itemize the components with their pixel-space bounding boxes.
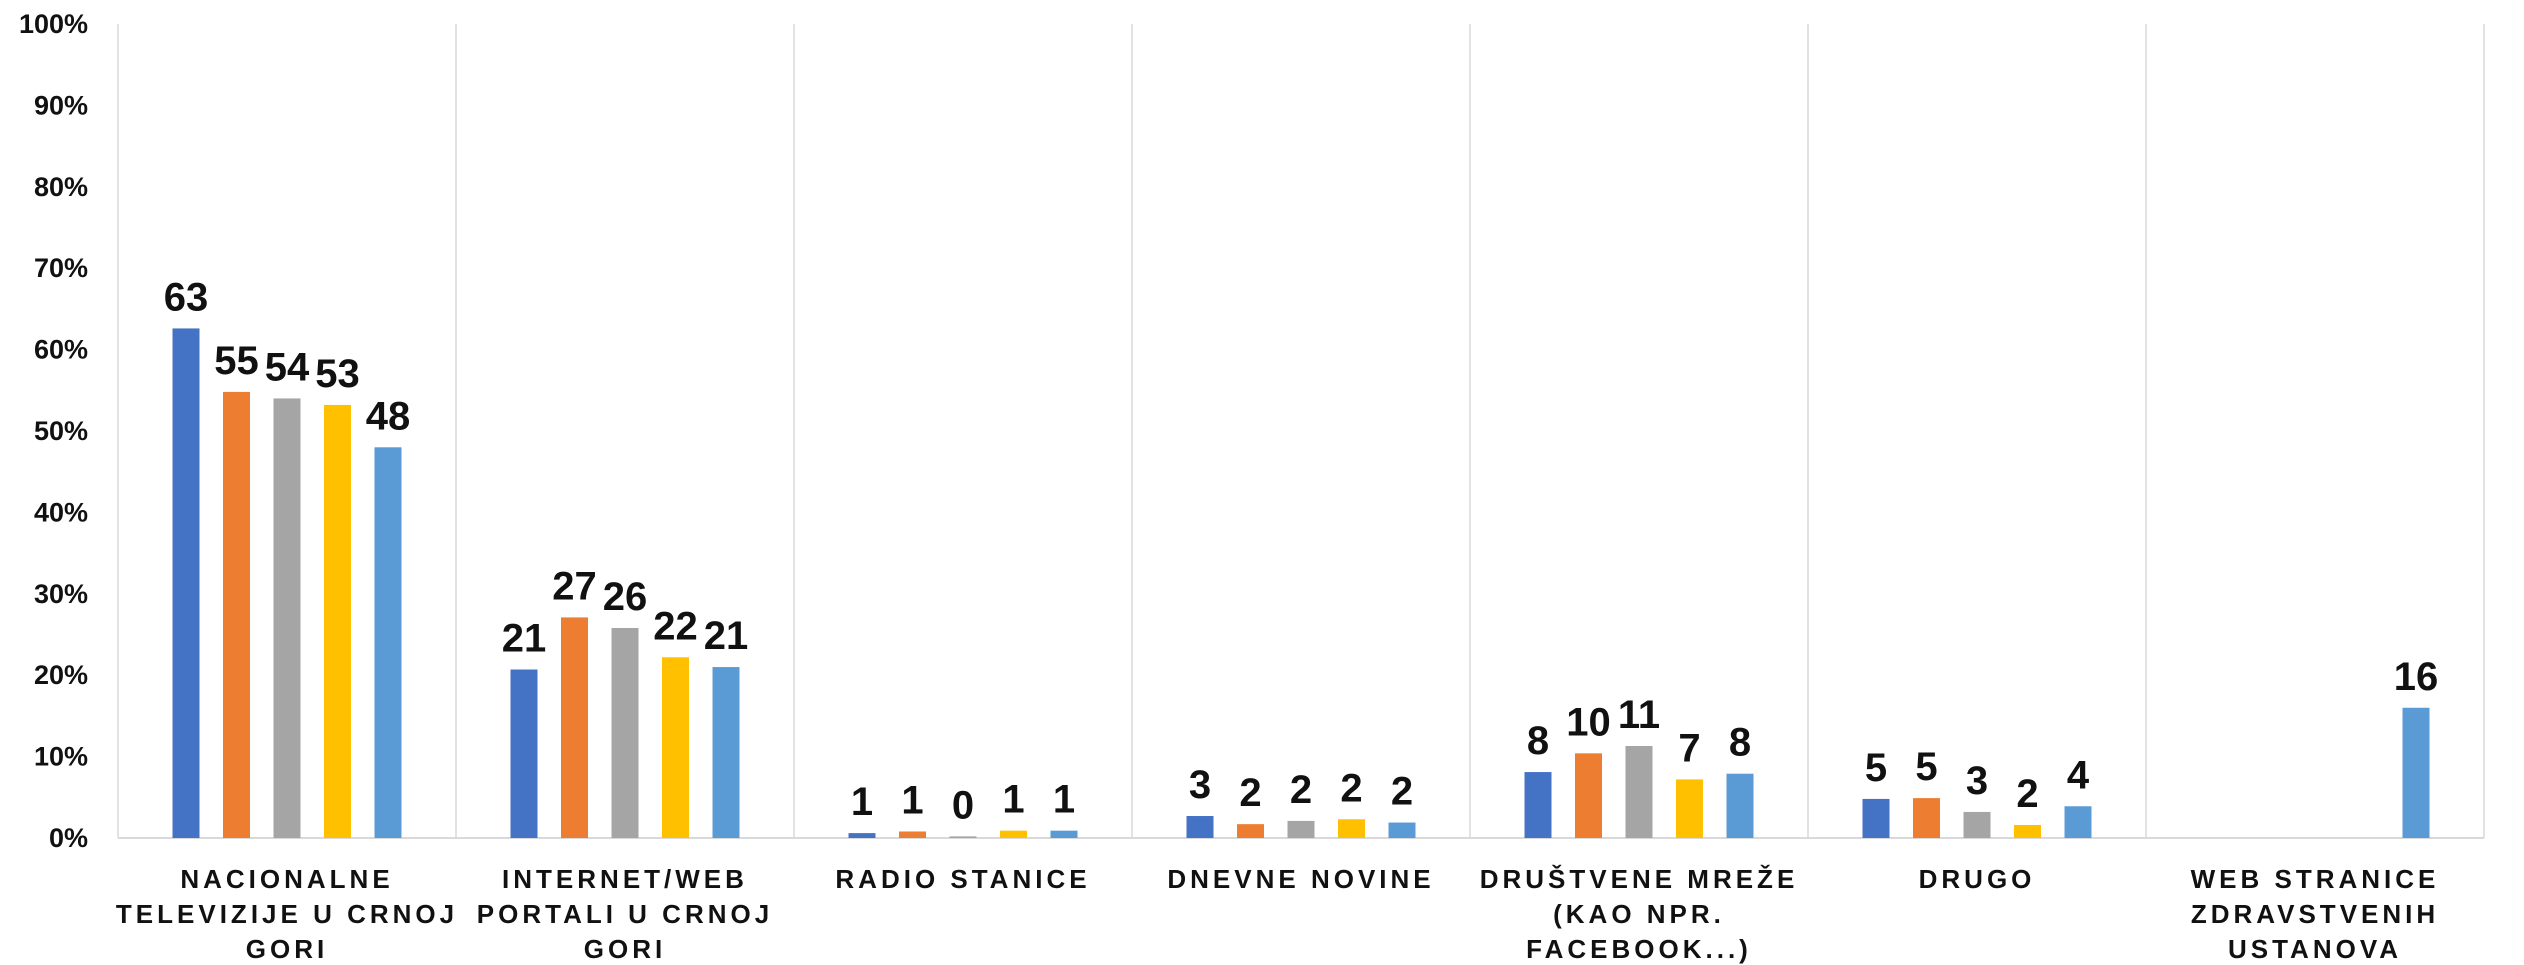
bar (1963, 811, 1991, 838)
data-label: 5 (1915, 745, 1937, 789)
x-axis: NACIONALNE TELEVIZIJE U CRNOJ GORI INTERNET… (116, 864, 2440, 964)
bar (1338, 819, 1365, 838)
data-label: 22 (653, 604, 698, 648)
y-tick-label: 40% (34, 497, 88, 527)
bar (611, 627, 639, 838)
data-label: 1 (901, 778, 923, 822)
bar (510, 669, 538, 838)
y-tick-label: 60% (34, 335, 88, 365)
bar (324, 404, 351, 838)
y-tick-label: 70% (34, 253, 88, 283)
category-label: GORI (246, 934, 328, 964)
data-label: 26 (603, 575, 648, 619)
bar (1676, 779, 1703, 838)
data-label: 2 (1340, 766, 1362, 810)
category-label: TELEVIZIJE U CRNOJ (116, 899, 458, 929)
data-label: 8 (1527, 719, 1549, 763)
data-label: 7 (1678, 726, 1700, 770)
bar (561, 617, 588, 838)
y-tick-label: 0% (49, 823, 88, 853)
data-label: 1 (1053, 778, 1075, 822)
data-label: 3 (1189, 763, 1211, 807)
data-label: 3 (1966, 759, 1988, 803)
y-axis: 0% 10% 20% 30% 40% 50% 60% 70% 80% 90% 100% (19, 9, 88, 853)
data-label: 55 (214, 339, 259, 383)
data-label: 54 (265, 345, 310, 389)
data-label: 4 (2067, 753, 2090, 797)
bar (1237, 824, 1264, 838)
bar (2014, 824, 2041, 838)
y-tick-label: 50% (34, 416, 88, 446)
data-label: 1 (851, 780, 873, 824)
category-separators (117, 24, 2485, 839)
bar (1287, 820, 1315, 838)
bar (949, 836, 977, 838)
bar (1625, 746, 1653, 838)
data-label: 2 (2016, 772, 2038, 816)
data-label: 8 (1729, 721, 1751, 765)
data-label: 16 (2394, 655, 2439, 699)
bar (1726, 773, 1754, 838)
data-label: 21 (704, 614, 749, 658)
category-label: (KAO NPR. (1553, 899, 1725, 929)
y-tick-label: 80% (34, 172, 88, 202)
category-label: ZDRAVSTVENIH (2191, 899, 2439, 929)
category-label: INTERNET/WEB (502, 864, 748, 894)
data-label: 0 (952, 783, 974, 827)
bar (2402, 707, 2430, 838)
category-label: USTANOVA (2228, 934, 2402, 964)
data-label: 53 (315, 352, 360, 396)
bar (1524, 772, 1552, 838)
data-label: 2 (1239, 771, 1261, 815)
data-label: 10 (1566, 700, 1611, 744)
bar (848, 833, 876, 838)
category-label: GORI (584, 934, 666, 964)
data-label: 63 (164, 275, 209, 319)
bar (1575, 753, 1602, 838)
data-label: 1 (1002, 778, 1024, 822)
y-tick-label: 100% (19, 9, 88, 39)
bar (223, 391, 250, 838)
bar (1388, 822, 1416, 838)
category-label: NACIONALNE (180, 864, 393, 894)
data-label: 27 (552, 564, 597, 608)
category-label: DRUGO (1919, 864, 2036, 894)
y-tick-label: 20% (34, 660, 88, 690)
data-label: 48 (366, 394, 411, 438)
bar (1862, 798, 1890, 838)
category-label: FACEBOOK...) (1526, 934, 1752, 964)
bar (2064, 806, 2092, 838)
bar (1913, 798, 1940, 838)
bar (662, 657, 689, 838)
bar (273, 398, 301, 838)
bar (374, 447, 402, 838)
bar (1186, 816, 1214, 838)
y-tick-label: 10% (34, 742, 88, 772)
data-label: 21 (502, 617, 547, 661)
bar (1050, 830, 1078, 838)
data-label: 2 (1391, 770, 1413, 814)
data-label: 2 (1290, 768, 1312, 812)
bar (712, 667, 740, 838)
category-label: WEB STRANICE (2191, 864, 2440, 894)
bars (172, 328, 2430, 838)
category-label: RADIO STANICE (835, 864, 1090, 894)
y-tick-label: 30% (34, 579, 88, 609)
data-label: 5 (1865, 746, 1887, 790)
category-label: PORTALI U CRNOJ (477, 899, 773, 929)
category-label: DRUŠTVENE MREŽE (1480, 864, 1799, 894)
y-tick-label: 90% (34, 90, 88, 120)
bar (1000, 830, 1027, 838)
bar (899, 831, 926, 838)
bar (172, 328, 200, 838)
data-label: 11 (1618, 693, 1660, 737)
category-label: DNEVNE NOVINE (1167, 864, 1434, 894)
